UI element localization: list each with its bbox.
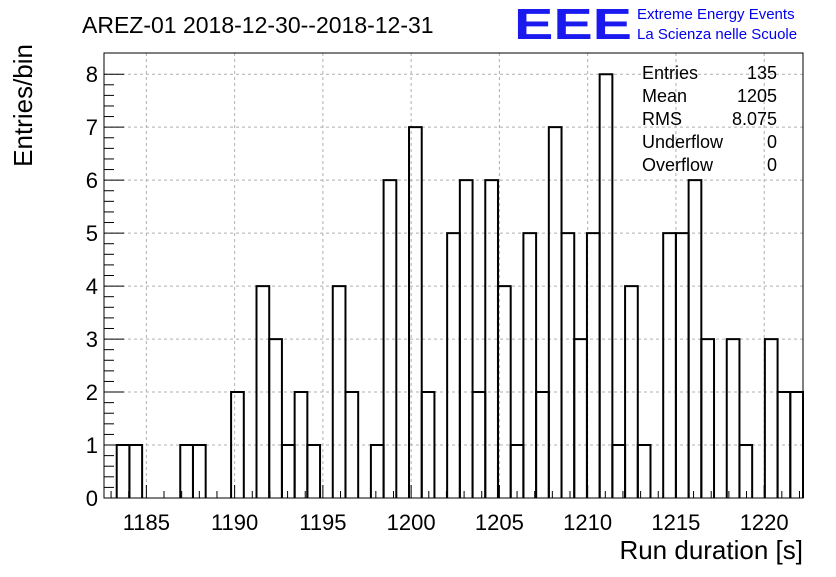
stats-label: Mean — [642, 86, 687, 106]
histogram-bin — [420, 391, 436, 498]
histogram-bin — [522, 232, 538, 498]
histogram-bin — [662, 232, 677, 498]
histogram-bin — [611, 444, 627, 498]
y-tick-label: 1 — [86, 433, 98, 458]
stats-value: 1205 — [737, 86, 777, 106]
histogram-bin — [408, 126, 423, 498]
y-tick-label: 3 — [86, 327, 98, 352]
histogram-bin — [496, 285, 512, 498]
y-tick-label: 4 — [86, 274, 98, 299]
histogram-bin — [509, 444, 525, 498]
histogram-bin — [268, 338, 283, 498]
stats-value: 8.075 — [732, 109, 777, 129]
stats-box: Entries 135 Mean 1205 RMS 8.075 Underflow 0 Over… — [642, 63, 777, 175]
x-tick-label: 1185 — [123, 510, 170, 535]
x-tick-label: 1220 — [740, 510, 789, 535]
histogram-bin — [115, 444, 131, 498]
eee-logo-line2: La Scienza nelle Scuole — [637, 26, 797, 43]
histogram-bin — [179, 444, 194, 498]
stats-label: Entries — [642, 63, 698, 83]
x-tick-label: 1215 — [651, 510, 700, 535]
x-tick-label: 1195 — [299, 510, 346, 535]
histogram-bin — [763, 338, 779, 498]
eee-logo-mark: EEE — [514, 0, 632, 49]
histogram-bin — [382, 179, 398, 498]
histogram-bin — [128, 444, 144, 498]
histogram-bin — [725, 338, 741, 498]
histogram-bin — [560, 232, 576, 498]
x-tick-label: 1210 — [563, 510, 612, 535]
y-tick-label: 8 — [86, 62, 98, 87]
stats-value: 0 — [767, 132, 777, 152]
histogram-bin — [191, 444, 207, 498]
chart-title: AREZ-01 2018-12-30--2018-12-31 — [82, 12, 434, 38]
plot-frame — [103, 52, 804, 499]
stats-label: Underflow — [642, 132, 724, 152]
histogram-bin — [636, 444, 652, 498]
histogram-bin — [280, 444, 296, 498]
stats-value: 0 — [767, 155, 777, 175]
stats-label: Overflow — [642, 155, 714, 175]
eee-logo-line1: Extreme Energy Events — [637, 6, 795, 23]
histogram-bin — [674, 232, 690, 498]
y-tick-label: 5 — [86, 221, 98, 246]
x-axis-ticks: 1185 1190 1195 1200 1205 1210 1215 1220 — [110, 485, 800, 535]
histogram-bin — [573, 338, 588, 498]
histogram-bin — [369, 444, 385, 498]
histogram-bin — [624, 285, 639, 498]
histogram-bin — [458, 179, 474, 498]
histogram-bin — [306, 444, 322, 498]
histogram-bin — [585, 232, 601, 498]
histogram-bin — [446, 232, 461, 498]
y-axis-ticks: 0 1 2 3 4 5 6 7 8 — [86, 62, 124, 511]
stats-value: 135 — [747, 63, 777, 83]
histogram-bin — [547, 126, 563, 498]
x-tick-label: 1200 — [387, 510, 436, 535]
y-tick-label: 2 — [86, 380, 98, 405]
y-tick-label: 6 — [86, 168, 98, 193]
histogram-bin — [700, 338, 716, 498]
grid-lines — [104, 53, 803, 498]
x-axis-label: Run duration [s] — [619, 535, 803, 565]
eee-logo: EEE Extreme Energy Events La Scienza nel… — [514, 0, 797, 49]
y-tick-label: 7 — [86, 115, 98, 140]
histogram-bin — [738, 444, 754, 498]
histogram-bin — [344, 391, 360, 498]
y-axis-label: Entries/bin — [8, 44, 38, 167]
histogram-bin — [598, 73, 614, 498]
stats-label: RMS — [642, 109, 682, 129]
histogram-bin — [230, 391, 245, 498]
x-tick-label: 1205 — [475, 510, 524, 535]
y-tick-label: 0 — [86, 486, 98, 511]
x-tick-label: 1190 — [211, 510, 258, 535]
